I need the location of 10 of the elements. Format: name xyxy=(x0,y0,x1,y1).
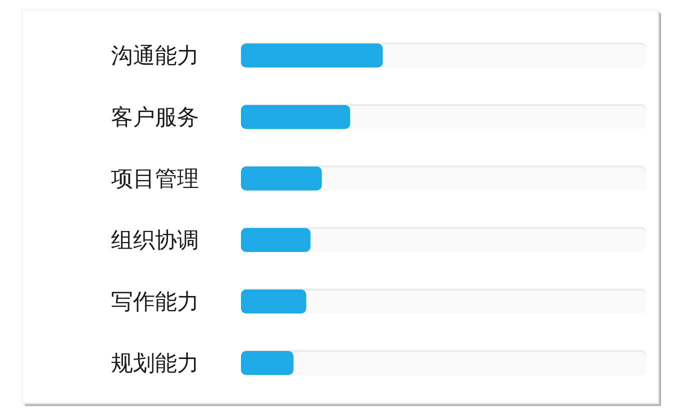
y-tick-label: 沟通能力 xyxy=(111,44,199,69)
bar xyxy=(241,351,294,375)
y-tick-label: 项目管理 xyxy=(111,167,199,192)
y-tick-label: 组织协调 xyxy=(111,228,199,254)
y-tick-label: 写作能力 xyxy=(111,290,199,315)
y-tick-label: 客户服务 xyxy=(111,106,199,130)
bar xyxy=(241,166,322,190)
bar xyxy=(241,290,306,314)
y-tick-label: 规划能力 xyxy=(111,352,199,376)
bar xyxy=(241,228,310,252)
